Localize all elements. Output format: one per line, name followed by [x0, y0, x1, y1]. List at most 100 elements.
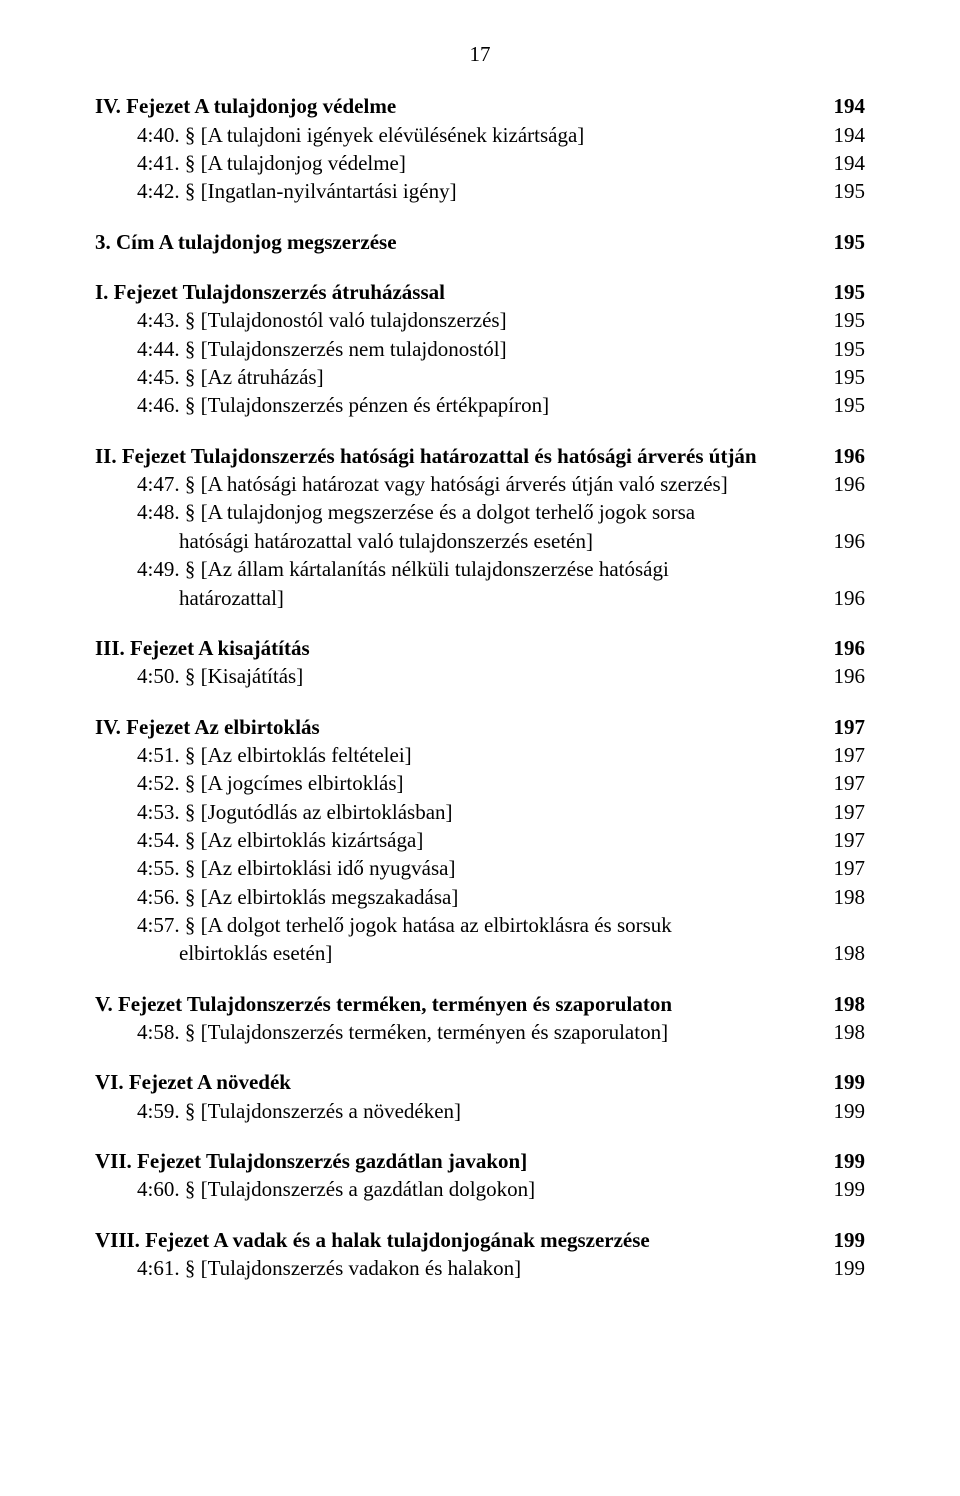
toc-entry-label: 4:40. § [A tulajdoni igények elévüléséne…	[95, 121, 819, 149]
toc-entry: V. Fejezet Tulajdonszerzés terméken, ter…	[95, 990, 865, 1018]
toc-entry: 4:43. § [Tulajdonostól való tulajdonszer…	[95, 306, 865, 334]
toc-entry-label: 4:51. § [Az elbirtoklás feltételei]	[95, 741, 819, 769]
toc-entry: I. Fejezet Tulajdonszerzés átruházással1…	[95, 278, 865, 306]
toc-entry-page: 199	[819, 1068, 865, 1096]
toc-entry-label: 3. Cím A tulajdonjog megszerzése	[95, 228, 819, 256]
toc-entry-page: 196	[819, 470, 865, 498]
toc-entry-page: 197	[819, 713, 865, 741]
toc-entry-page: 197	[819, 854, 865, 882]
toc-entry: határozattal]196	[95, 584, 865, 612]
toc-entry-page: 197	[819, 769, 865, 797]
toc-entry-page: 195	[819, 177, 865, 205]
toc-entry-label: 4:59. § [Tulajdonszerzés a növedéken]	[95, 1097, 819, 1125]
toc-entry: 4:50. § [Kisajátítás]196	[95, 662, 865, 690]
toc-entry: 4:41. § [A tulajdonjog védelme]194	[95, 149, 865, 177]
toc-entry-page: 194	[819, 92, 865, 120]
toc-entry: II. Fejezet Tulajdonszerzés hatósági hat…	[95, 442, 865, 470]
toc-entry-page: 199	[819, 1147, 865, 1175]
toc-entry-label: 4:57. § [A dolgot terhelő jogok hatása a…	[95, 911, 819, 939]
toc-entry: hatósági határozattal való tulajdonszerz…	[95, 527, 865, 555]
toc-entry: VI. Fejezet A növedék199	[95, 1068, 865, 1096]
toc-entry-label: 4:50. § [Kisajátítás]	[95, 662, 819, 690]
toc-entry: elbirtoklás esetén]198	[95, 939, 865, 967]
toc-entry-page: 198	[819, 1018, 865, 1046]
toc-entry-page: 195	[819, 306, 865, 334]
toc-entry-page: 194	[819, 121, 865, 149]
toc-entry-label: 4:46. § [Tulajdonszerzés pénzen és érték…	[95, 391, 819, 419]
toc-entry: 4:57. § [A dolgot terhelő jogok hatása a…	[95, 911, 865, 939]
toc-entry: III. Fejezet A kisajátítás196	[95, 634, 865, 662]
toc-entry: 4:55. § [Az elbirtoklási idő nyugvása]19…	[95, 854, 865, 882]
toc-entry-label: II. Fejezet Tulajdonszerzés hatósági hat…	[95, 442, 819, 470]
toc-entry-label: 4:42. § [Ingatlan-nyilvántartási igény]	[95, 177, 819, 205]
toc-entry: 4:42. § [Ingatlan-nyilvántartási igény]1…	[95, 177, 865, 205]
toc-entry: 3. Cím A tulajdonjog megszerzése195	[95, 228, 865, 256]
toc-entry: 4:44. § [Tulajdonszerzés nem tulajdonost…	[95, 335, 865, 363]
toc-entry-label: I. Fejezet Tulajdonszerzés átruházással	[95, 278, 819, 306]
toc-entry-page: 195	[819, 363, 865, 391]
toc-entry-label: határozattal]	[95, 584, 819, 612]
toc-entry-label: 4:49. § [Az állam kártalanítás nélküli t…	[95, 555, 819, 583]
toc-entry-label: VI. Fejezet A növedék	[95, 1068, 819, 1096]
toc-entry: VII. Fejezet Tulajdonszerzés gazdátlan j…	[95, 1147, 865, 1175]
toc-entry-label: 4:55. § [Az elbirtoklási idő nyugvása]	[95, 854, 819, 882]
toc-entry: 4:56. § [Az elbirtoklás megszakadása]198	[95, 883, 865, 911]
toc-entry-page: 199	[819, 1097, 865, 1125]
toc-entry-label: 4:53. § [Jogutódlás az elbirtoklásban]	[95, 798, 819, 826]
toc-entry-label: III. Fejezet A kisajátítás	[95, 634, 819, 662]
toc-entry: 4:52. § [A jogcímes elbirtoklás]197	[95, 769, 865, 797]
toc-entry-label: 4:60. § [Tulajdonszerzés a gazdátlan dol…	[95, 1175, 819, 1203]
toc-entry: 4:58. § [Tulajdonszerzés terméken, termé…	[95, 1018, 865, 1046]
toc-entry-label: 4:43. § [Tulajdonostól való tulajdonszer…	[95, 306, 819, 334]
toc-entry-label: 4:58. § [Tulajdonszerzés terméken, termé…	[95, 1018, 819, 1046]
toc-entry-page: 196	[819, 442, 865, 470]
toc-entry: 4:54. § [Az elbirtoklás kizártsága]197	[95, 826, 865, 854]
toc-entry-label: 4:47. § [A hatósági határozat vagy hatós…	[95, 470, 819, 498]
toc-entry-label: VII. Fejezet Tulajdonszerzés gazdátlan j…	[95, 1147, 819, 1175]
toc-entry-label: 4:52. § [A jogcímes elbirtoklás]	[95, 769, 819, 797]
toc-entry-label: hatósági határozattal való tulajdonszerz…	[95, 527, 819, 555]
toc-entry: 4:61. § [Tulajdonszerzés vadakon és hala…	[95, 1254, 865, 1282]
toc-entry-label: 4:54. § [Az elbirtoklás kizártsága]	[95, 826, 819, 854]
toc-entry-page: 195	[819, 278, 865, 306]
toc-entry-page: 196	[819, 584, 865, 612]
toc-entry: 4:47. § [A hatósági határozat vagy hatós…	[95, 470, 865, 498]
toc-entry: 4:45. § [Az átruházás]195	[95, 363, 865, 391]
toc-entry: 4:53. § [Jogutódlás az elbirtoklásban]19…	[95, 798, 865, 826]
toc-entry-page: 198	[819, 990, 865, 1018]
toc-entry-label: elbirtoklás esetén]	[95, 939, 819, 967]
toc-entry: 4:49. § [Az állam kártalanítás nélküli t…	[95, 555, 865, 583]
toc-entry-page: 195	[819, 335, 865, 363]
toc-entry-page: 195	[819, 391, 865, 419]
toc-entry-label: IV. Fejezet Az elbirtoklás	[95, 713, 819, 741]
toc-entry-page: 195	[819, 228, 865, 256]
page-number: 17	[95, 40, 865, 68]
toc-entry-label: 4:45. § [Az átruházás]	[95, 363, 819, 391]
toc-entry-label: V. Fejezet Tulajdonszerzés terméken, ter…	[95, 990, 819, 1018]
toc-entry: IV. Fejezet A tulajdonjog védelme194	[95, 92, 865, 120]
table-of-contents: IV. Fejezet A tulajdonjog védelme1944:40…	[95, 92, 865, 1282]
toc-entry-page: 199	[819, 1175, 865, 1203]
toc-entry: 4:46. § [Tulajdonszerzés pénzen és érték…	[95, 391, 865, 419]
toc-entry-label: VIII. Fejezet A vadak és a halak tulajdo…	[95, 1226, 819, 1254]
toc-entry-page: 196	[819, 634, 865, 662]
toc-entry-page: 197	[819, 741, 865, 769]
toc-entry: IV. Fejezet Az elbirtoklás197	[95, 713, 865, 741]
toc-entry-page: 197	[819, 826, 865, 854]
toc-entry-page: 197	[819, 798, 865, 826]
toc-entry-page: 194	[819, 149, 865, 177]
toc-entry-page: 198	[819, 883, 865, 911]
toc-entry-page: 199	[819, 1226, 865, 1254]
toc-entry-label: 4:44. § [Tulajdonszerzés nem tulajdonost…	[95, 335, 819, 363]
toc-entry-page: 198	[819, 939, 865, 967]
toc-entry: 4:40. § [A tulajdoni igények elévüléséne…	[95, 121, 865, 149]
toc-entry-page: 196	[819, 527, 865, 555]
document-page: 17 IV. Fejezet A tulajdonjog védelme1944…	[0, 0, 960, 1496]
toc-entry: VIII. Fejezet A vadak és a halak tulajdo…	[95, 1226, 865, 1254]
toc-entry-label: IV. Fejezet A tulajdonjog védelme	[95, 92, 819, 120]
toc-entry: 4:60. § [Tulajdonszerzés a gazdátlan dol…	[95, 1175, 865, 1203]
toc-entry-label: 4:48. § [A tulajdonjog megszerzése és a …	[95, 498, 819, 526]
toc-entry: 4:59. § [Tulajdonszerzés a növedéken]199	[95, 1097, 865, 1125]
toc-entry-label: 4:41. § [A tulajdonjog védelme]	[95, 149, 819, 177]
toc-entry-page: 199	[819, 1254, 865, 1282]
